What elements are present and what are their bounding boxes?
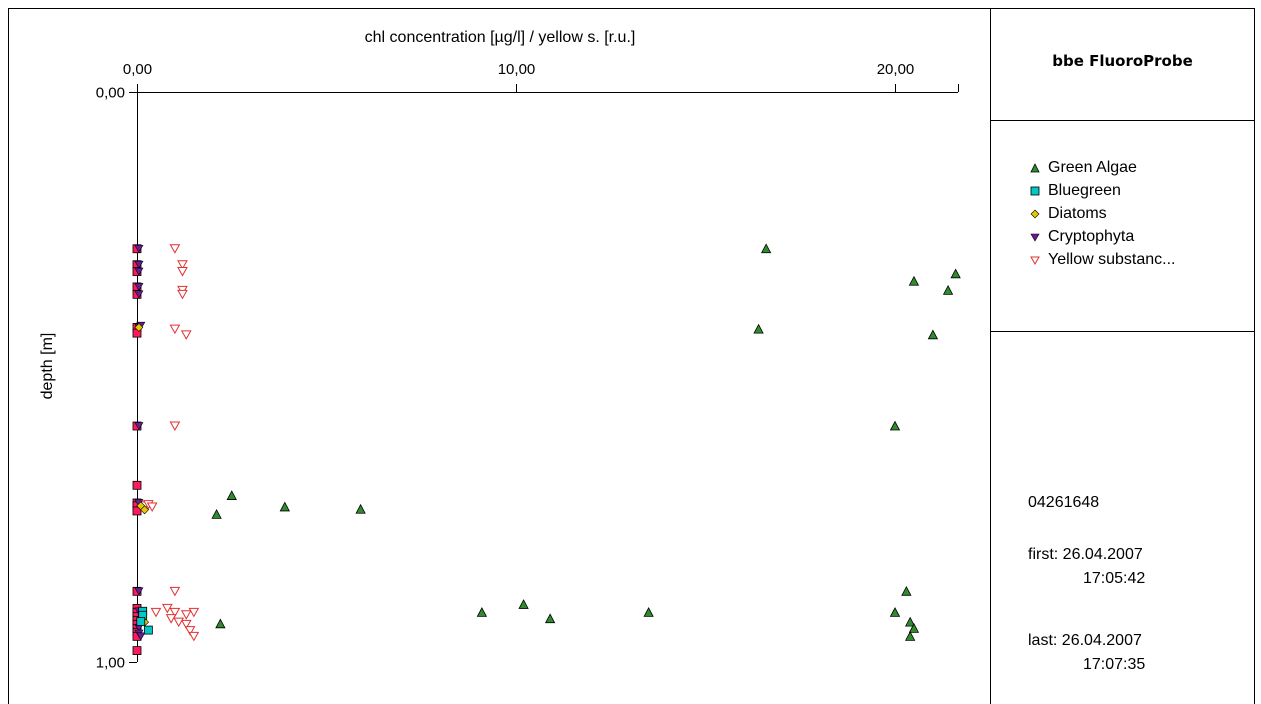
- open-triangle-down-icon: [1030, 256, 1040, 265]
- point-green-algae: [215, 618, 226, 629]
- point-depth-marker: [132, 506, 142, 516]
- last-label: last:: [1028, 632, 1058, 649]
- first-timestamp: first: 26.04.2007: [1028, 544, 1143, 566]
- outer-border: [8, 8, 1255, 704]
- point-green-algae: [901, 585, 912, 596]
- point-yellow-substanc: [165, 614, 177, 624]
- point-yellow-substanc: [177, 289, 188, 300]
- serial-number: 04261648: [1028, 494, 1100, 511]
- legend-label: Green Algae: [1048, 159, 1137, 176]
- y-axis-title: depth [m]: [39, 333, 56, 400]
- point-green-algae: [226, 490, 237, 500]
- instrument-title: bbe FluoroProbe: [1052, 51, 1193, 70]
- point-green-algae: [889, 607, 901, 617]
- point-green-algae: [355, 503, 366, 514]
- point-bluegreen: [143, 625, 153, 635]
- point-cryptophyta: [134, 283, 144, 292]
- legend-label: Diatoms: [1048, 205, 1107, 222]
- last-time: 17:07:35: [1083, 656, 1146, 673]
- point-cryptophyta: [134, 244, 144, 253]
- x-tick-label: 20,00: [877, 61, 915, 78]
- legend-label: Cryptophyta: [1048, 228, 1135, 245]
- legend-label: Bluegreen: [1048, 182, 1121, 199]
- plot-marks: [132, 243, 961, 655]
- triangle-up-icon: [1030, 162, 1040, 172]
- axes: 0,00 10,00 20,00 0,00 1,00: [96, 61, 959, 672]
- point-green-algae: [889, 420, 901, 431]
- point-cryptophyta: [134, 587, 144, 596]
- point-cryptophyta: [134, 260, 144, 269]
- legend: Green Algae Bluegreen Diatoms Cryptophyt…: [1028, 156, 1175, 271]
- first-label: first:: [1028, 546, 1059, 563]
- point-green-algae: [544, 613, 556, 624]
- point-green-algae: [908, 275, 920, 286]
- triangle-down-icon: [1030, 233, 1040, 242]
- legend-item-cryptophyta: Cryptophyta: [1028, 225, 1175, 248]
- point-green-algae: [904, 616, 916, 627]
- point-yellow-substanc: [188, 631, 200, 642]
- point-yellow-substanc: [169, 586, 181, 597]
- last-timestamp: last: 26.04.2007: [1028, 630, 1142, 652]
- x-tick-label: 0,00: [123, 61, 152, 78]
- point-cryptophyta: [134, 422, 144, 431]
- point-yellow-substanc: [169, 607, 181, 618]
- point-yellow-substanc: [184, 626, 196, 636]
- point-cryptophyta: [134, 267, 144, 276]
- point-yellow-substanc: [180, 610, 192, 620]
- last-date: 26.04.2007: [1061, 632, 1142, 649]
- y-tick-label: 0,00: [96, 85, 125, 102]
- first-date: 26.04.2007: [1062, 546, 1143, 563]
- point-yellow-substanc: [177, 260, 188, 270]
- point-yellow-substanc: [180, 619, 192, 630]
- point-green-algae: [760, 243, 772, 254]
- point-yellow-substanc: [161, 603, 173, 614]
- point-yellow-substanc: [169, 421, 181, 432]
- point-green-algae: [904, 630, 916, 641]
- point-yellow-substanc: [188, 607, 200, 618]
- x-axis-title: chl concentration [µg/l] / yellow s. [r.…: [365, 29, 636, 46]
- point-yellow-substanc: [173, 617, 185, 628]
- point-green-algae: [942, 285, 954, 295]
- diamond-icon: [1030, 209, 1040, 218]
- point-yellow-substanc: [169, 324, 181, 335]
- point-bluegreen: [136, 617, 146, 626]
- point-green-algae: [753, 323, 764, 334]
- point-green-algae: [279, 501, 290, 512]
- point-yellow-substanc: [146, 502, 158, 512]
- point-depth-marker: [132, 646, 142, 655]
- legend-item-green-algae: Green Algae: [1028, 156, 1175, 179]
- point-green-algae: [927, 329, 939, 340]
- point-diatoms: [134, 322, 144, 332]
- point-depth-marker: [132, 480, 142, 490]
- point-yellow-substanc: [150, 607, 162, 618]
- point-green-algae: [950, 268, 961, 279]
- legend-item-diatoms: Diatoms: [1028, 202, 1175, 225]
- legend-item-bluegreen: Bluegreen: [1028, 179, 1175, 202]
- y-tick-label: 1,00: [96, 655, 125, 672]
- point-yellow-substanc: [169, 244, 181, 254]
- first-time: 17:05:42: [1083, 570, 1146, 587]
- x-tick-label: 10,00: [498, 61, 536, 78]
- point-green-algae: [518, 599, 529, 609]
- point-cryptophyta: [134, 290, 144, 299]
- point-cryptophyta: [136, 632, 146, 641]
- square-icon: [1030, 186, 1040, 195]
- point-green-algae: [211, 509, 222, 519]
- point-green-algae: [476, 607, 488, 617]
- point-diatoms: [140, 505, 150, 515]
- point-yellow-substanc: [180, 330, 192, 340]
- point-green-algae: [908, 623, 920, 633]
- legend-label: Yellow substanc...: [1048, 251, 1176, 268]
- point-green-algae: [643, 607, 654, 617]
- point-yellow-substanc: [177, 267, 188, 277]
- legend-item-yellow-substance: Yellow substanc...: [1028, 248, 1175, 271]
